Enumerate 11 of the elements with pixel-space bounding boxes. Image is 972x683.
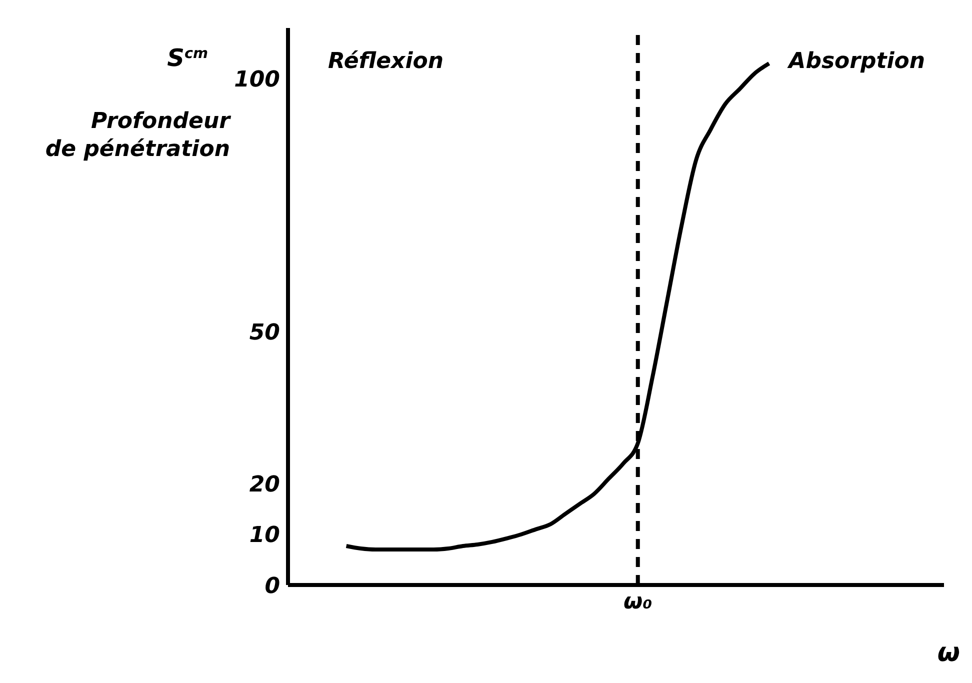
- annotation: Absorption: [786, 49, 926, 74]
- text: S$^{cm}$: [167, 44, 208, 72]
- y-tick-label: 0: [264, 574, 280, 599]
- y-tick-label: 100: [234, 67, 280, 92]
- x-tick-label: ω₀: [623, 590, 653, 615]
- annotation: Réflexion: [328, 49, 444, 74]
- y-tick-label: 50: [249, 320, 280, 346]
- x-axis-title: ω: [937, 638, 960, 668]
- y-axis-title: Profondeur de pénétration: [45, 109, 232, 162]
- y-tick-label: 20: [249, 472, 280, 498]
- y-tick-label: 10: [249, 523, 280, 548]
